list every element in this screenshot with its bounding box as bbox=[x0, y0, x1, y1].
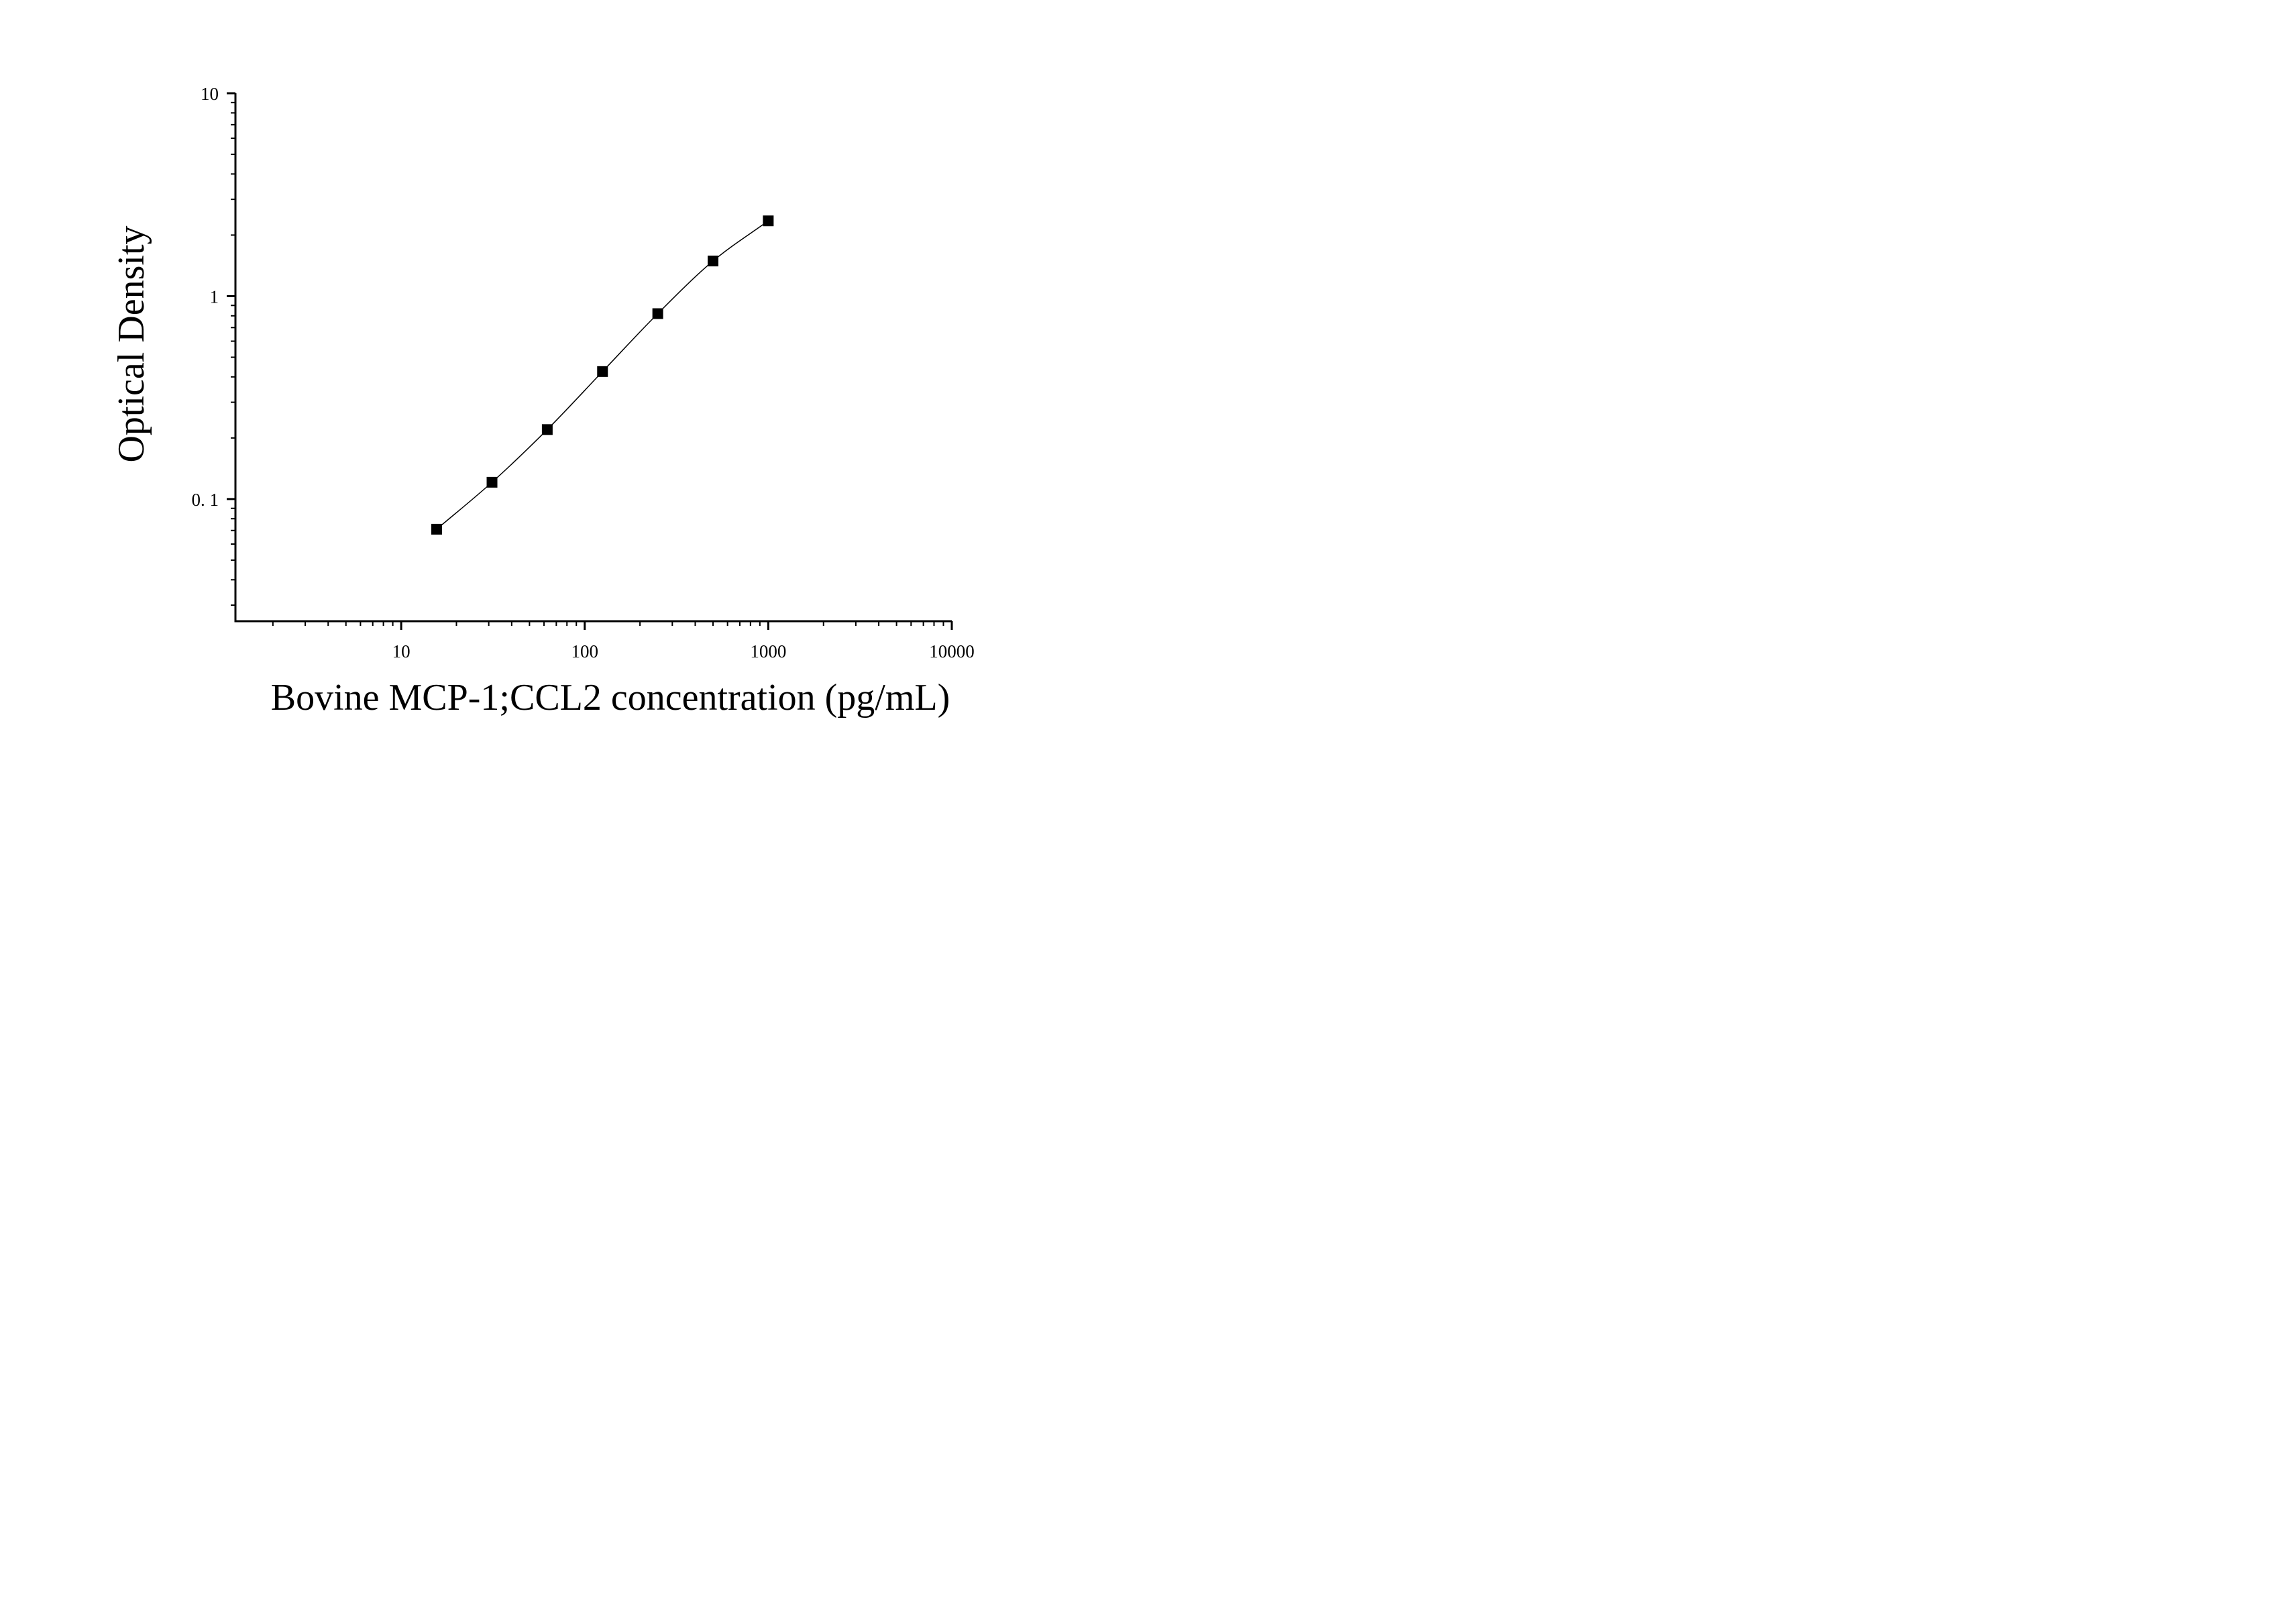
x-tick-label: 100 bbox=[571, 641, 598, 661]
data-point bbox=[708, 256, 718, 267]
data-points bbox=[431, 215, 774, 535]
y-tick-label: 1 bbox=[210, 286, 219, 307]
x-tick-label: 10 bbox=[392, 641, 411, 661]
x-tick-label: 10000 bbox=[929, 641, 975, 661]
tick-labels: 10 100 1000 10000 0. 1 1 10 bbox=[192, 84, 975, 661]
data-point bbox=[763, 215, 774, 227]
axes bbox=[227, 92, 953, 630]
data-point bbox=[652, 308, 663, 319]
chart-svg: 10 100 1000 10000 0. 1 1 10 Bovine MCP-1;CCL2 … bbox=[111, 84, 975, 718]
data-point bbox=[486, 476, 498, 488]
data-point bbox=[541, 424, 553, 435]
x-tick-label: 1000 bbox=[750, 641, 786, 661]
y-tick-label: 0. 1 bbox=[192, 490, 219, 510]
data-point bbox=[431, 523, 442, 535]
x-axis-title: Bovine MCP-1;CCL2 concentration (pg/mL) bbox=[271, 677, 950, 718]
data-point bbox=[597, 366, 608, 377]
y-axis-title: Optical Density bbox=[111, 225, 152, 462]
chart: 10 100 1000 10000 0. 1 1 10 Bovine MCP-1;CCL2 … bbox=[0, 0, 1036, 723]
y-tick-label: 10 bbox=[201, 84, 219, 104]
